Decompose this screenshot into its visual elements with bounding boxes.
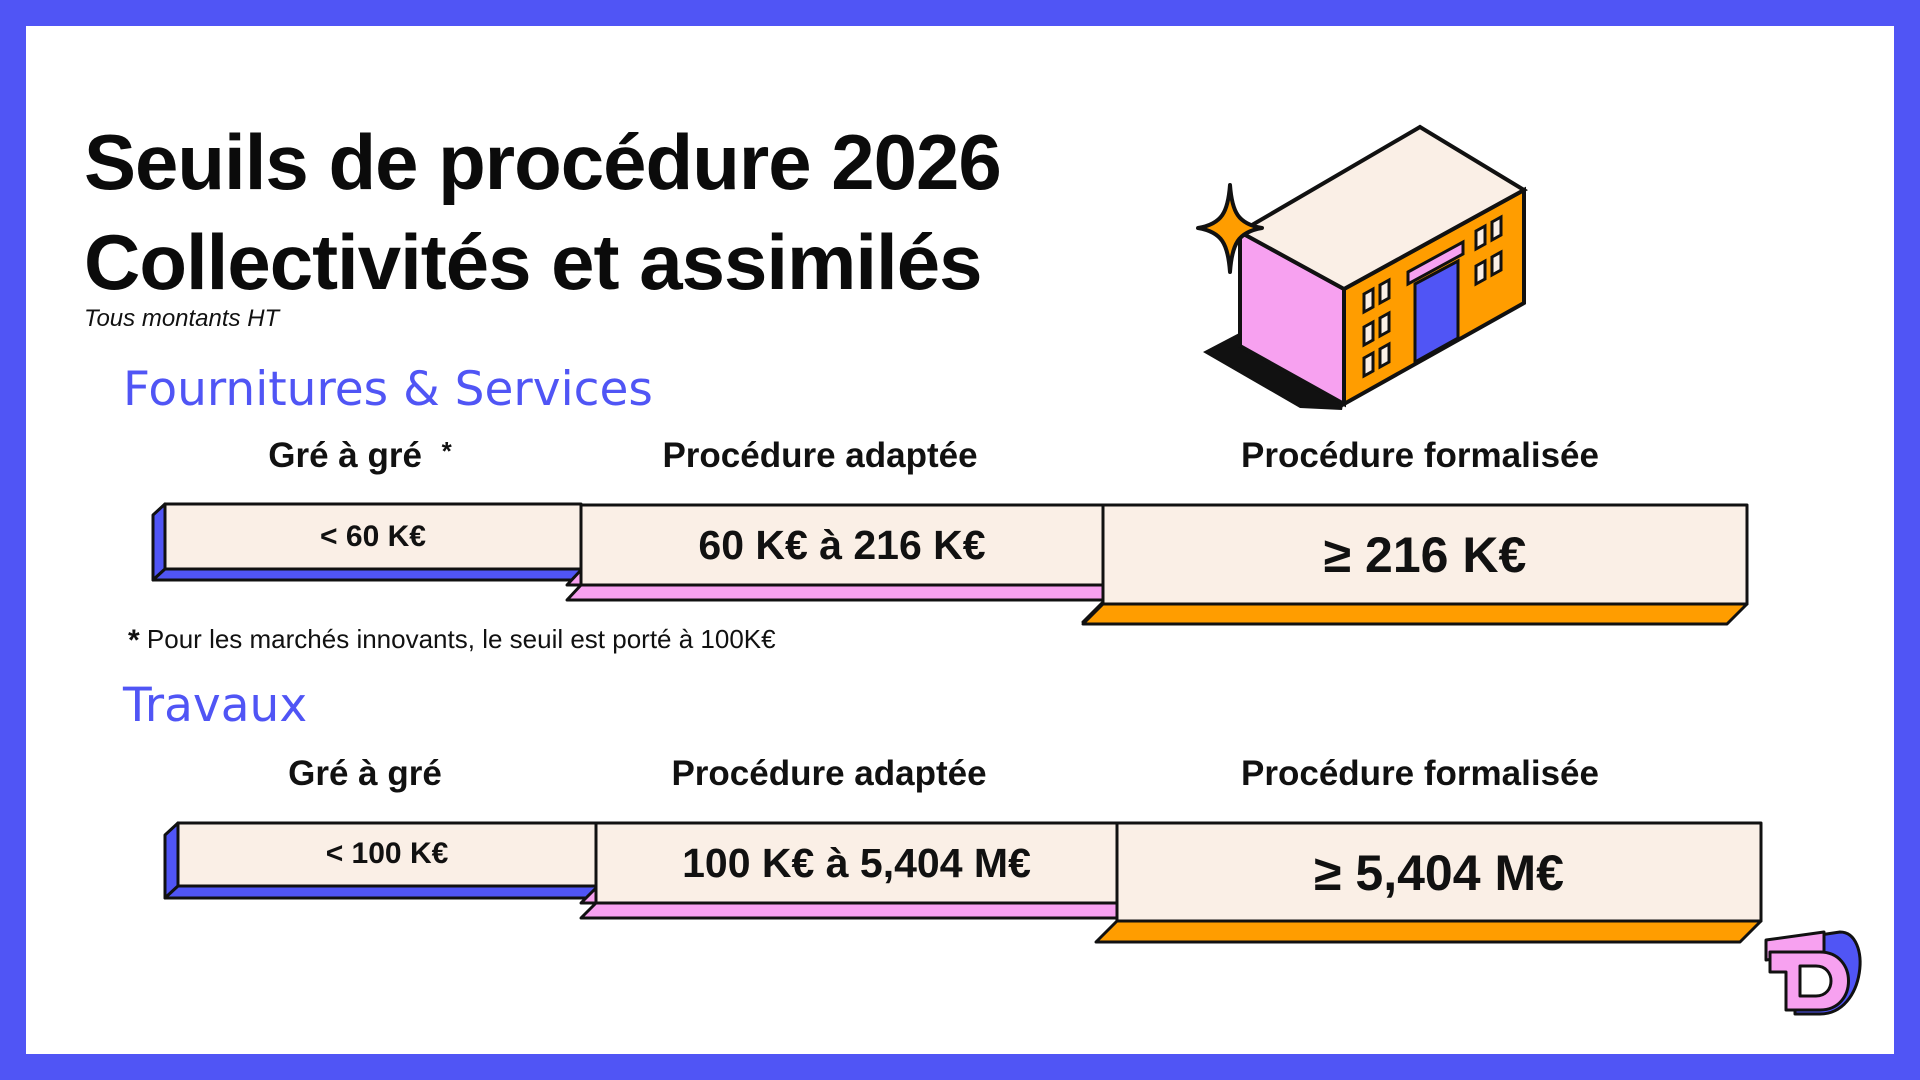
bar-3-value: ≥ 5,404 M€ <box>1314 845 1564 901</box>
bar-3-value: ≥ 216 K€ <box>1323 527 1527 583</box>
column-header-procedure-adaptee: Procédure adaptée <box>662 436 978 475</box>
subtitle: Tous montants HT <box>84 305 280 332</box>
column-header-gre-a-gre: Gré à gré <box>288 754 442 793</box>
column-header-procedure-formalisee: Procédure formalisée <box>1241 436 1599 475</box>
bar-2-value: 60 K€ à 216 K€ <box>698 522 986 568</box>
section-title-fournitures: Fournitures & Services <box>123 362 653 417</box>
footnote: * Pour les marchés innovants, le seuil e… <box>128 624 776 658</box>
column-header-label: Gré à gré <box>268 436 422 475</box>
bar-1-value: < 100 K€ <box>325 837 449 870</box>
section-title-travaux: Travaux <box>123 678 308 733</box>
bar-2-value: 100 K€ à 5,404 M€ <box>682 840 1031 886</box>
title-line-1: Seuils de procédure 2026 <box>84 118 1002 206</box>
title-line-2: Collectivités et assimilés <box>84 218 982 306</box>
bar-1-value: < 60 K€ <box>320 520 426 553</box>
footnote-marker: * <box>441 436 452 466</box>
column-header-gre-a-gre: Gré à gré * <box>220 436 500 476</box>
page-title: Seuils de procédure 2026 Collectivités e… <box>84 112 1002 312</box>
footnote-text: Pour les marchés innovants, le seuil est… <box>146 624 776 654</box>
column-header-procedure-formalisee: Procédure formalisée <box>1241 754 1599 793</box>
footnote-star: * <box>128 624 140 657</box>
column-header-procedure-adaptee: Procédure adaptée <box>671 754 987 793</box>
